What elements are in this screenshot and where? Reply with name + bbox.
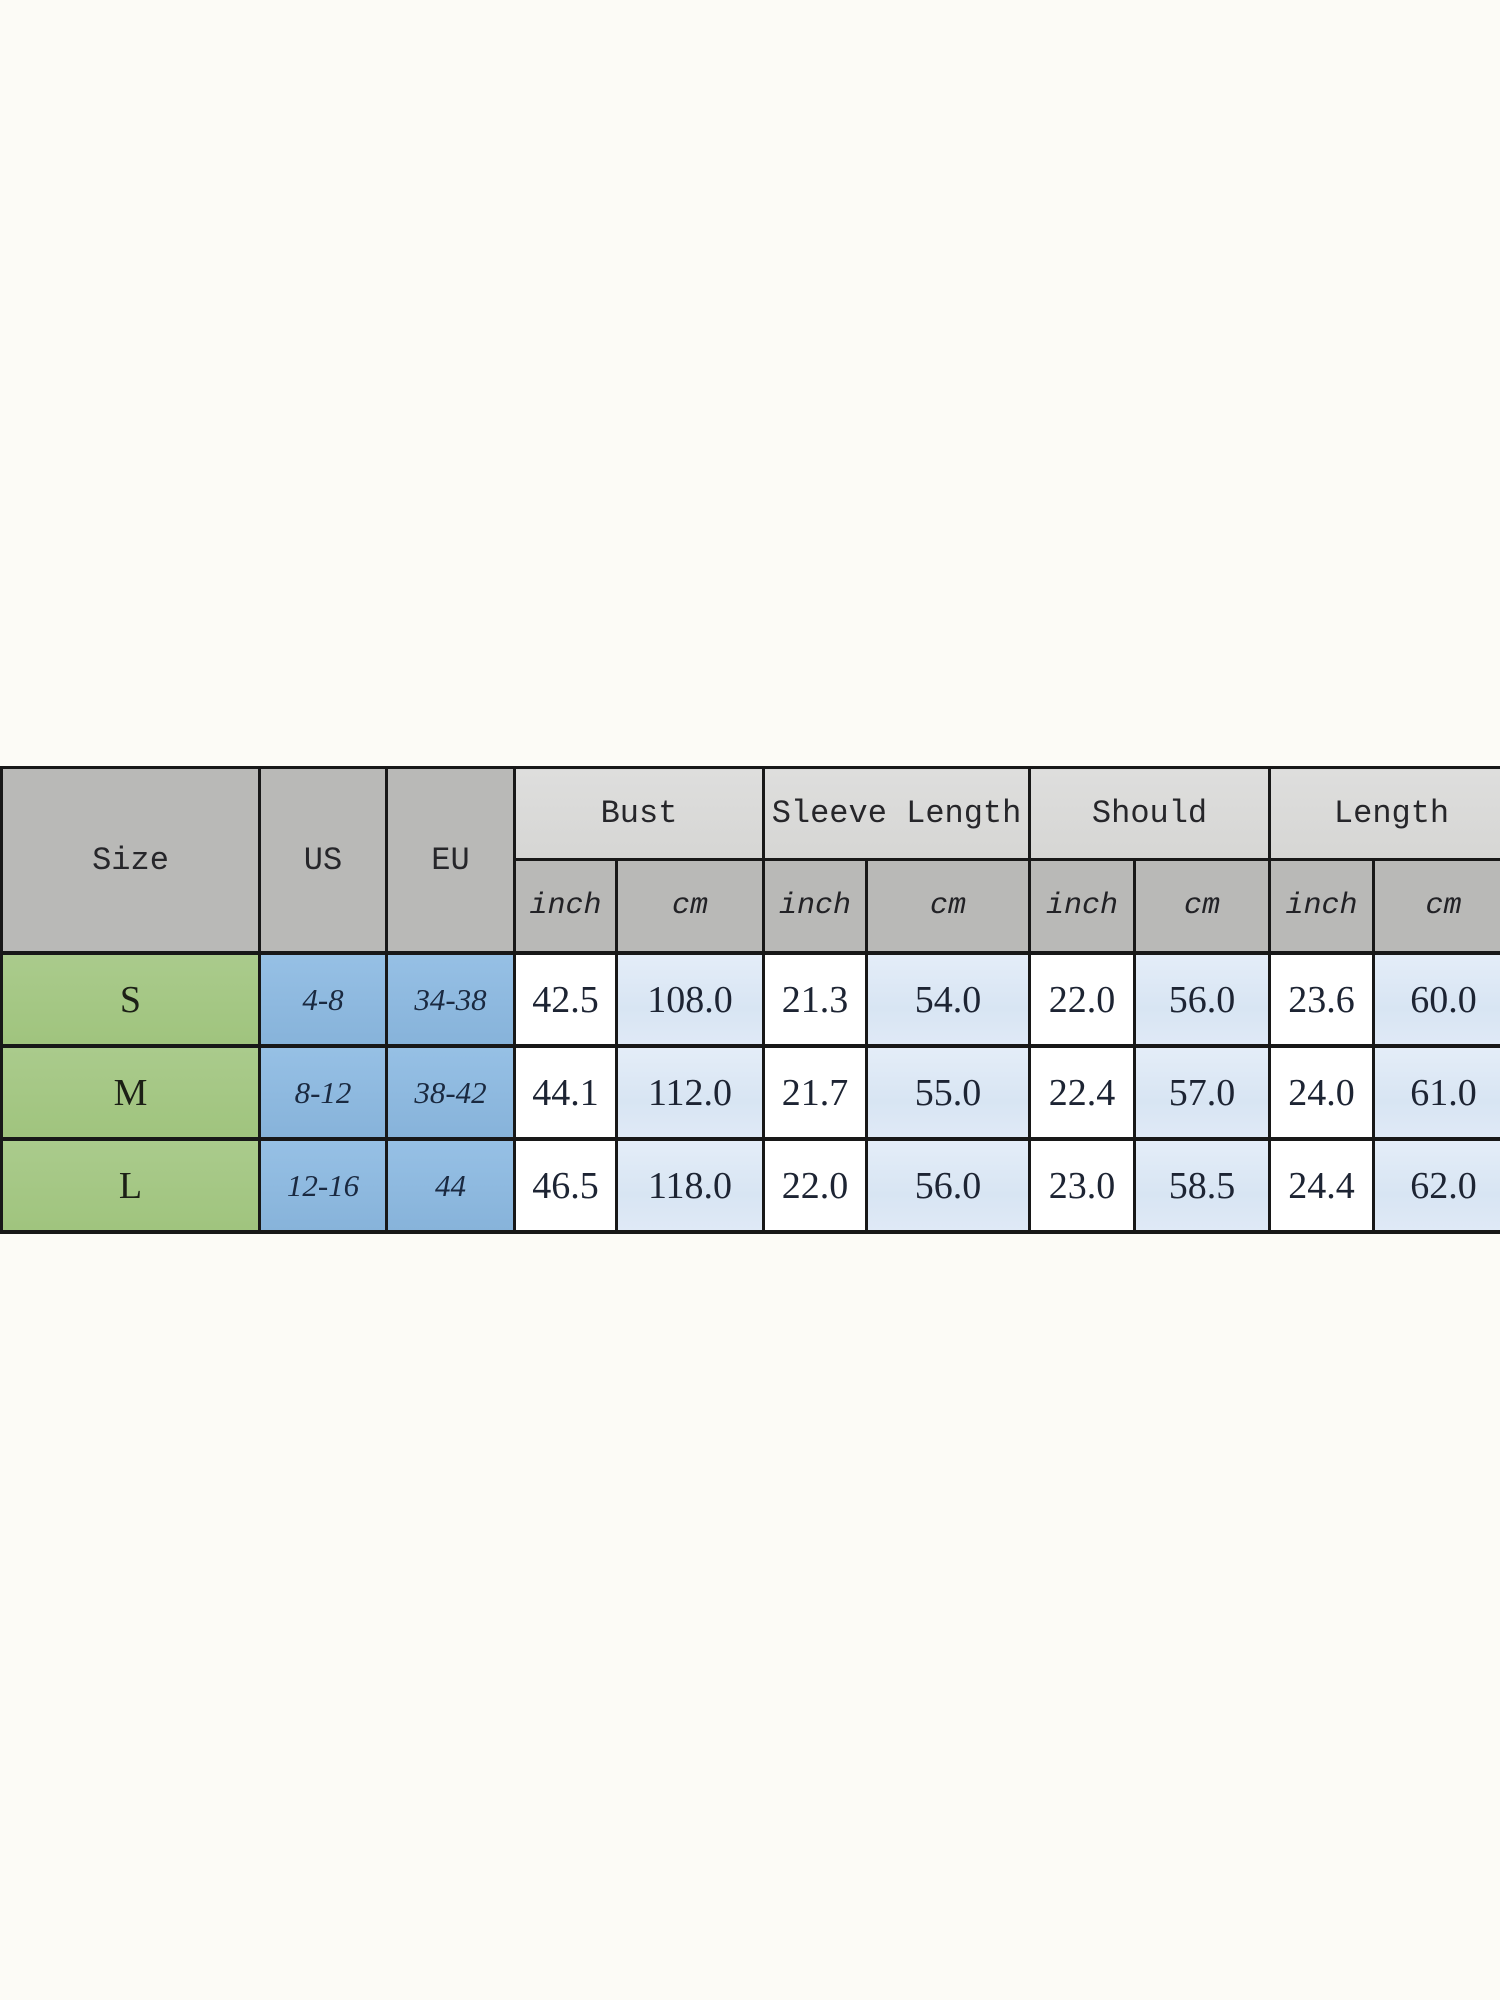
- should-cm-cell: 56.0: [1133, 951, 1272, 1048]
- us-cell: 8-12: [258, 1044, 388, 1141]
- header-row-units: inch cm inch cm inch cm inch cm: [2, 858, 1500, 955]
- length-inch-cell: 24.4: [1268, 1137, 1376, 1234]
- should-inch-cell: 22.4: [1028, 1044, 1137, 1141]
- size-cell: M: [0, 1044, 261, 1141]
- table-row-size-m: M 8-12 38-42 44.1 112.0 21.7 55.0 22.4 5…: [0, 1044, 1500, 1141]
- bust-cm-cell: 108.0: [615, 951, 765, 1048]
- should-inch-cell: 23.0: [1028, 1137, 1137, 1234]
- should-cm-cell: 57.0: [1133, 1044, 1272, 1141]
- size-chart-table: Size US EU Bust Sleeve Length Should Len…: [0, 766, 1500, 1234]
- us-cell: 4-8: [258, 951, 388, 1048]
- unit-header-length-cm: cm: [1372, 858, 1500, 955]
- sleeve-length-inch-cell: 21.7: [762, 1044, 868, 1141]
- unit-header-should-inch: inch: [1028, 858, 1137, 955]
- col-group-length: Length: [1268, 766, 1500, 861]
- eu-cell: 44: [385, 1137, 516, 1234]
- length-cm-cell: 61.0: [1372, 1044, 1500, 1141]
- col-header-eu: EU: [385, 766, 516, 955]
- unit-header-length-inch: inch: [1268, 858, 1376, 955]
- length-cm-cell: 62.0: [1372, 1137, 1500, 1234]
- should-inch-cell: 22.0: [1028, 951, 1137, 1048]
- bust-cm-cell: 112.0: [615, 1044, 765, 1141]
- bust-inch-cell: 46.5: [513, 1137, 618, 1234]
- unit-header-bust-cm: cm: [615, 858, 765, 955]
- bust-inch-cell: 44.1: [513, 1044, 618, 1141]
- bust-cm-cell: 118.0: [615, 1137, 765, 1234]
- sleeve-length-inch-cell: 22.0: [762, 1137, 868, 1234]
- unit-header-sleeve-cm: cm: [864, 858, 1032, 955]
- sleeve-length-cm-cell: 56.0: [864, 1137, 1032, 1234]
- length-inch-cell: 24.0: [1268, 1044, 1376, 1141]
- col-group-sleeve-length: Sleeve Length: [761, 766, 1032, 861]
- length-cm-cell: 60.0: [1372, 951, 1500, 1048]
- eu-cell: 38-42: [385, 1044, 516, 1141]
- col-header-size: Size: [0, 766, 261, 955]
- unit-header-should-cm: cm: [1133, 858, 1272, 955]
- unit-header-sleeve-inch: inch: [762, 858, 868, 955]
- size-cell: S: [0, 951, 261, 1048]
- col-header-us: US: [258, 766, 388, 955]
- length-inch-cell: 23.6: [1268, 951, 1376, 1048]
- us-cell: 12-16: [258, 1137, 388, 1234]
- header-row-groups: Size US EU Bust Sleeve Length Should Len…: [0, 766, 1500, 955]
- sleeve-length-cm-cell: 54.0: [864, 951, 1032, 1048]
- table-row-size-l: L 12-16 44 46.5 118.0 22.0 56.0 23.0 58.…: [0, 1137, 1500, 1234]
- sleeve-length-cm-cell: 55.0: [864, 1044, 1032, 1141]
- eu-cell: 34-38: [385, 951, 516, 1048]
- size-cell: L: [0, 1137, 261, 1234]
- table-row-size-s: S 4-8 34-38 42.5 108.0 21.3 54.0 22.0 56…: [0, 951, 1500, 1048]
- col-group-bust: Bust: [513, 766, 765, 861]
- bust-inch-cell: 42.5: [513, 951, 618, 1048]
- should-cm-cell: 58.5: [1133, 1137, 1272, 1234]
- unit-header-bust-inch: inch: [513, 858, 618, 955]
- col-group-should: Should: [1028, 766, 1272, 861]
- sleeve-length-inch-cell: 21.3: [762, 951, 868, 1048]
